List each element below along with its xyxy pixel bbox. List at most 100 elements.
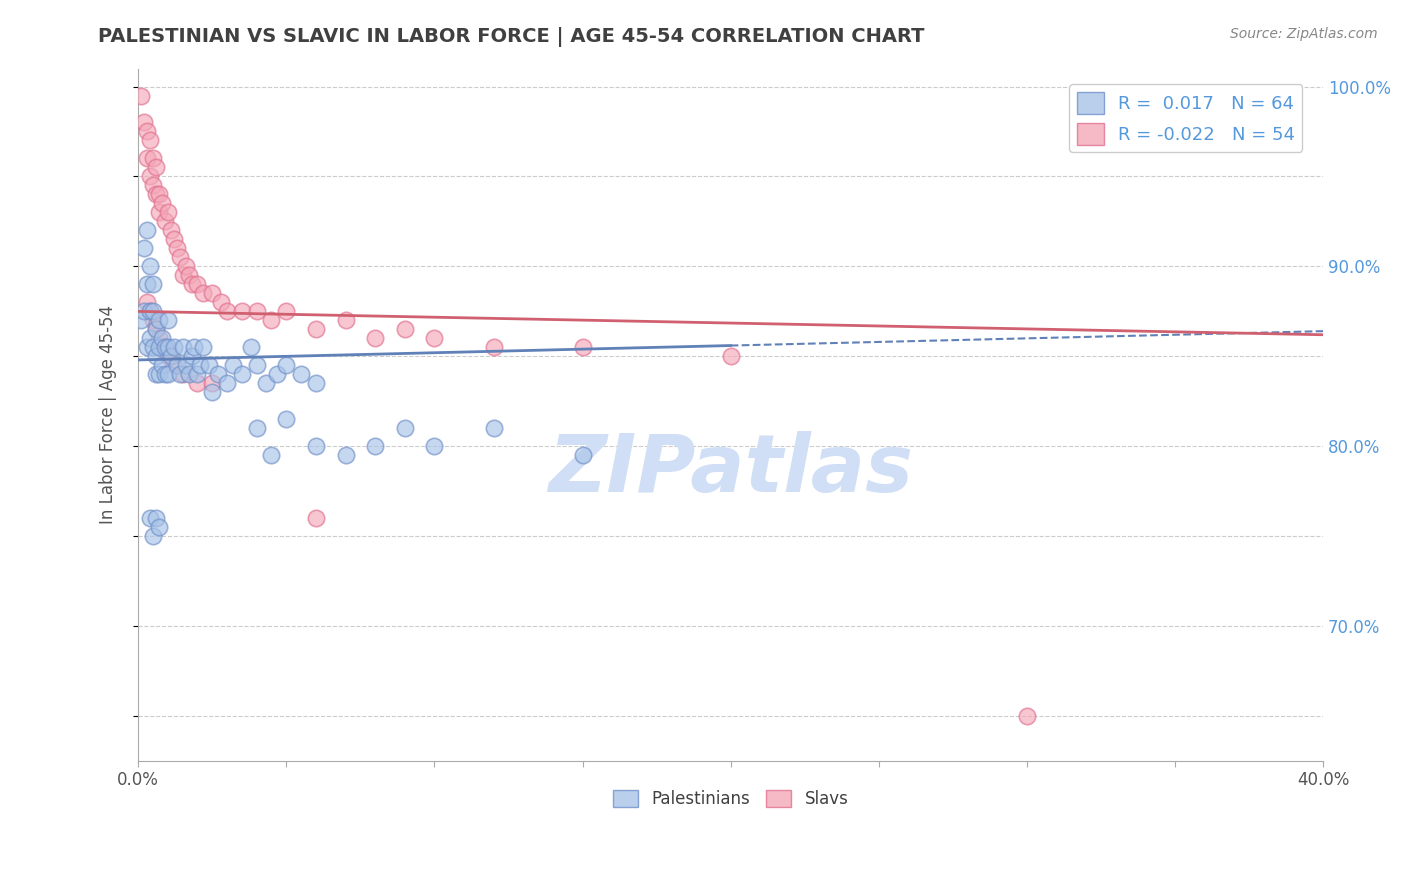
Point <box>142 529 165 543</box>
Point <box>335 313 357 327</box>
Point <box>174 260 197 274</box>
Point <box>142 178 165 193</box>
Point <box>180 277 202 292</box>
Point <box>207 368 229 382</box>
Point <box>142 313 165 327</box>
Point <box>134 304 156 318</box>
Point <box>148 340 170 354</box>
Point <box>260 448 283 462</box>
Point <box>129 88 152 103</box>
Point <box>156 368 179 382</box>
Point <box>145 187 167 202</box>
Point <box>153 214 176 228</box>
Point <box>174 359 197 373</box>
Point <box>215 304 238 318</box>
Point <box>254 376 277 391</box>
Point <box>163 340 186 354</box>
Point <box>246 421 269 435</box>
Point <box>142 152 165 166</box>
Point <box>156 313 179 327</box>
Point <box>156 205 179 219</box>
Point <box>139 169 162 184</box>
Point <box>209 295 232 310</box>
Point <box>335 448 357 462</box>
Point <box>139 260 162 274</box>
Point <box>159 349 181 363</box>
Point <box>201 385 224 400</box>
Point <box>134 241 156 255</box>
Point <box>364 331 387 345</box>
Point <box>394 421 416 435</box>
Text: Source: ZipAtlas.com: Source: ZipAtlas.com <box>1230 27 1378 41</box>
Point <box>231 304 253 318</box>
Point <box>305 376 328 391</box>
Point <box>201 376 224 391</box>
Point <box>145 511 167 525</box>
Point <box>142 304 165 318</box>
Point <box>136 277 159 292</box>
Point <box>198 359 221 373</box>
Point <box>150 359 173 373</box>
Point <box>148 205 170 219</box>
Point <box>177 268 200 283</box>
Point <box>172 340 194 354</box>
Point <box>153 340 176 354</box>
Point <box>246 304 269 318</box>
Point <box>423 331 446 345</box>
Point <box>150 340 173 354</box>
Point <box>186 277 208 292</box>
Point <box>276 412 298 426</box>
Point <box>190 359 212 373</box>
Point <box>136 223 159 237</box>
Point <box>145 322 167 336</box>
Point <box>150 331 173 345</box>
Point <box>193 340 215 354</box>
Point <box>136 340 159 354</box>
Point <box>145 161 167 175</box>
Y-axis label: In Labor Force | Age 45-54: In Labor Force | Age 45-54 <box>100 305 117 524</box>
Point <box>145 322 167 336</box>
Point <box>1015 709 1038 723</box>
Point <box>305 322 328 336</box>
Point <box>139 331 162 345</box>
Point <box>136 152 159 166</box>
Point <box>169 251 191 265</box>
Point <box>134 115 156 129</box>
Point <box>148 187 170 202</box>
Point <box>290 368 312 382</box>
Point <box>142 277 165 292</box>
Point <box>163 359 186 373</box>
Point <box>186 376 208 391</box>
Point <box>246 359 269 373</box>
Point <box>166 359 188 373</box>
Point <box>153 340 176 354</box>
Point <box>148 313 170 327</box>
Point <box>423 439 446 453</box>
Point <box>159 223 181 237</box>
Point <box>260 313 283 327</box>
Point <box>136 295 159 310</box>
Point <box>305 439 328 453</box>
Point <box>148 520 170 534</box>
Point <box>148 368 170 382</box>
Point <box>139 304 162 318</box>
Point <box>305 511 328 525</box>
Point <box>394 322 416 336</box>
Point <box>276 359 298 373</box>
Point <box>222 359 245 373</box>
Point <box>169 368 191 382</box>
Point <box>231 368 253 382</box>
Point <box>276 304 298 318</box>
Point <box>172 368 194 382</box>
Point <box>201 286 224 301</box>
Point <box>482 421 505 435</box>
Point <box>183 340 205 354</box>
Point <box>153 368 176 382</box>
Legend: Palestinians, Slavs: Palestinians, Slavs <box>606 783 855 815</box>
Point <box>139 133 162 147</box>
Point <box>142 340 165 354</box>
Point <box>571 340 593 354</box>
Point <box>166 241 188 255</box>
Point <box>156 349 179 363</box>
Point <box>720 349 742 363</box>
